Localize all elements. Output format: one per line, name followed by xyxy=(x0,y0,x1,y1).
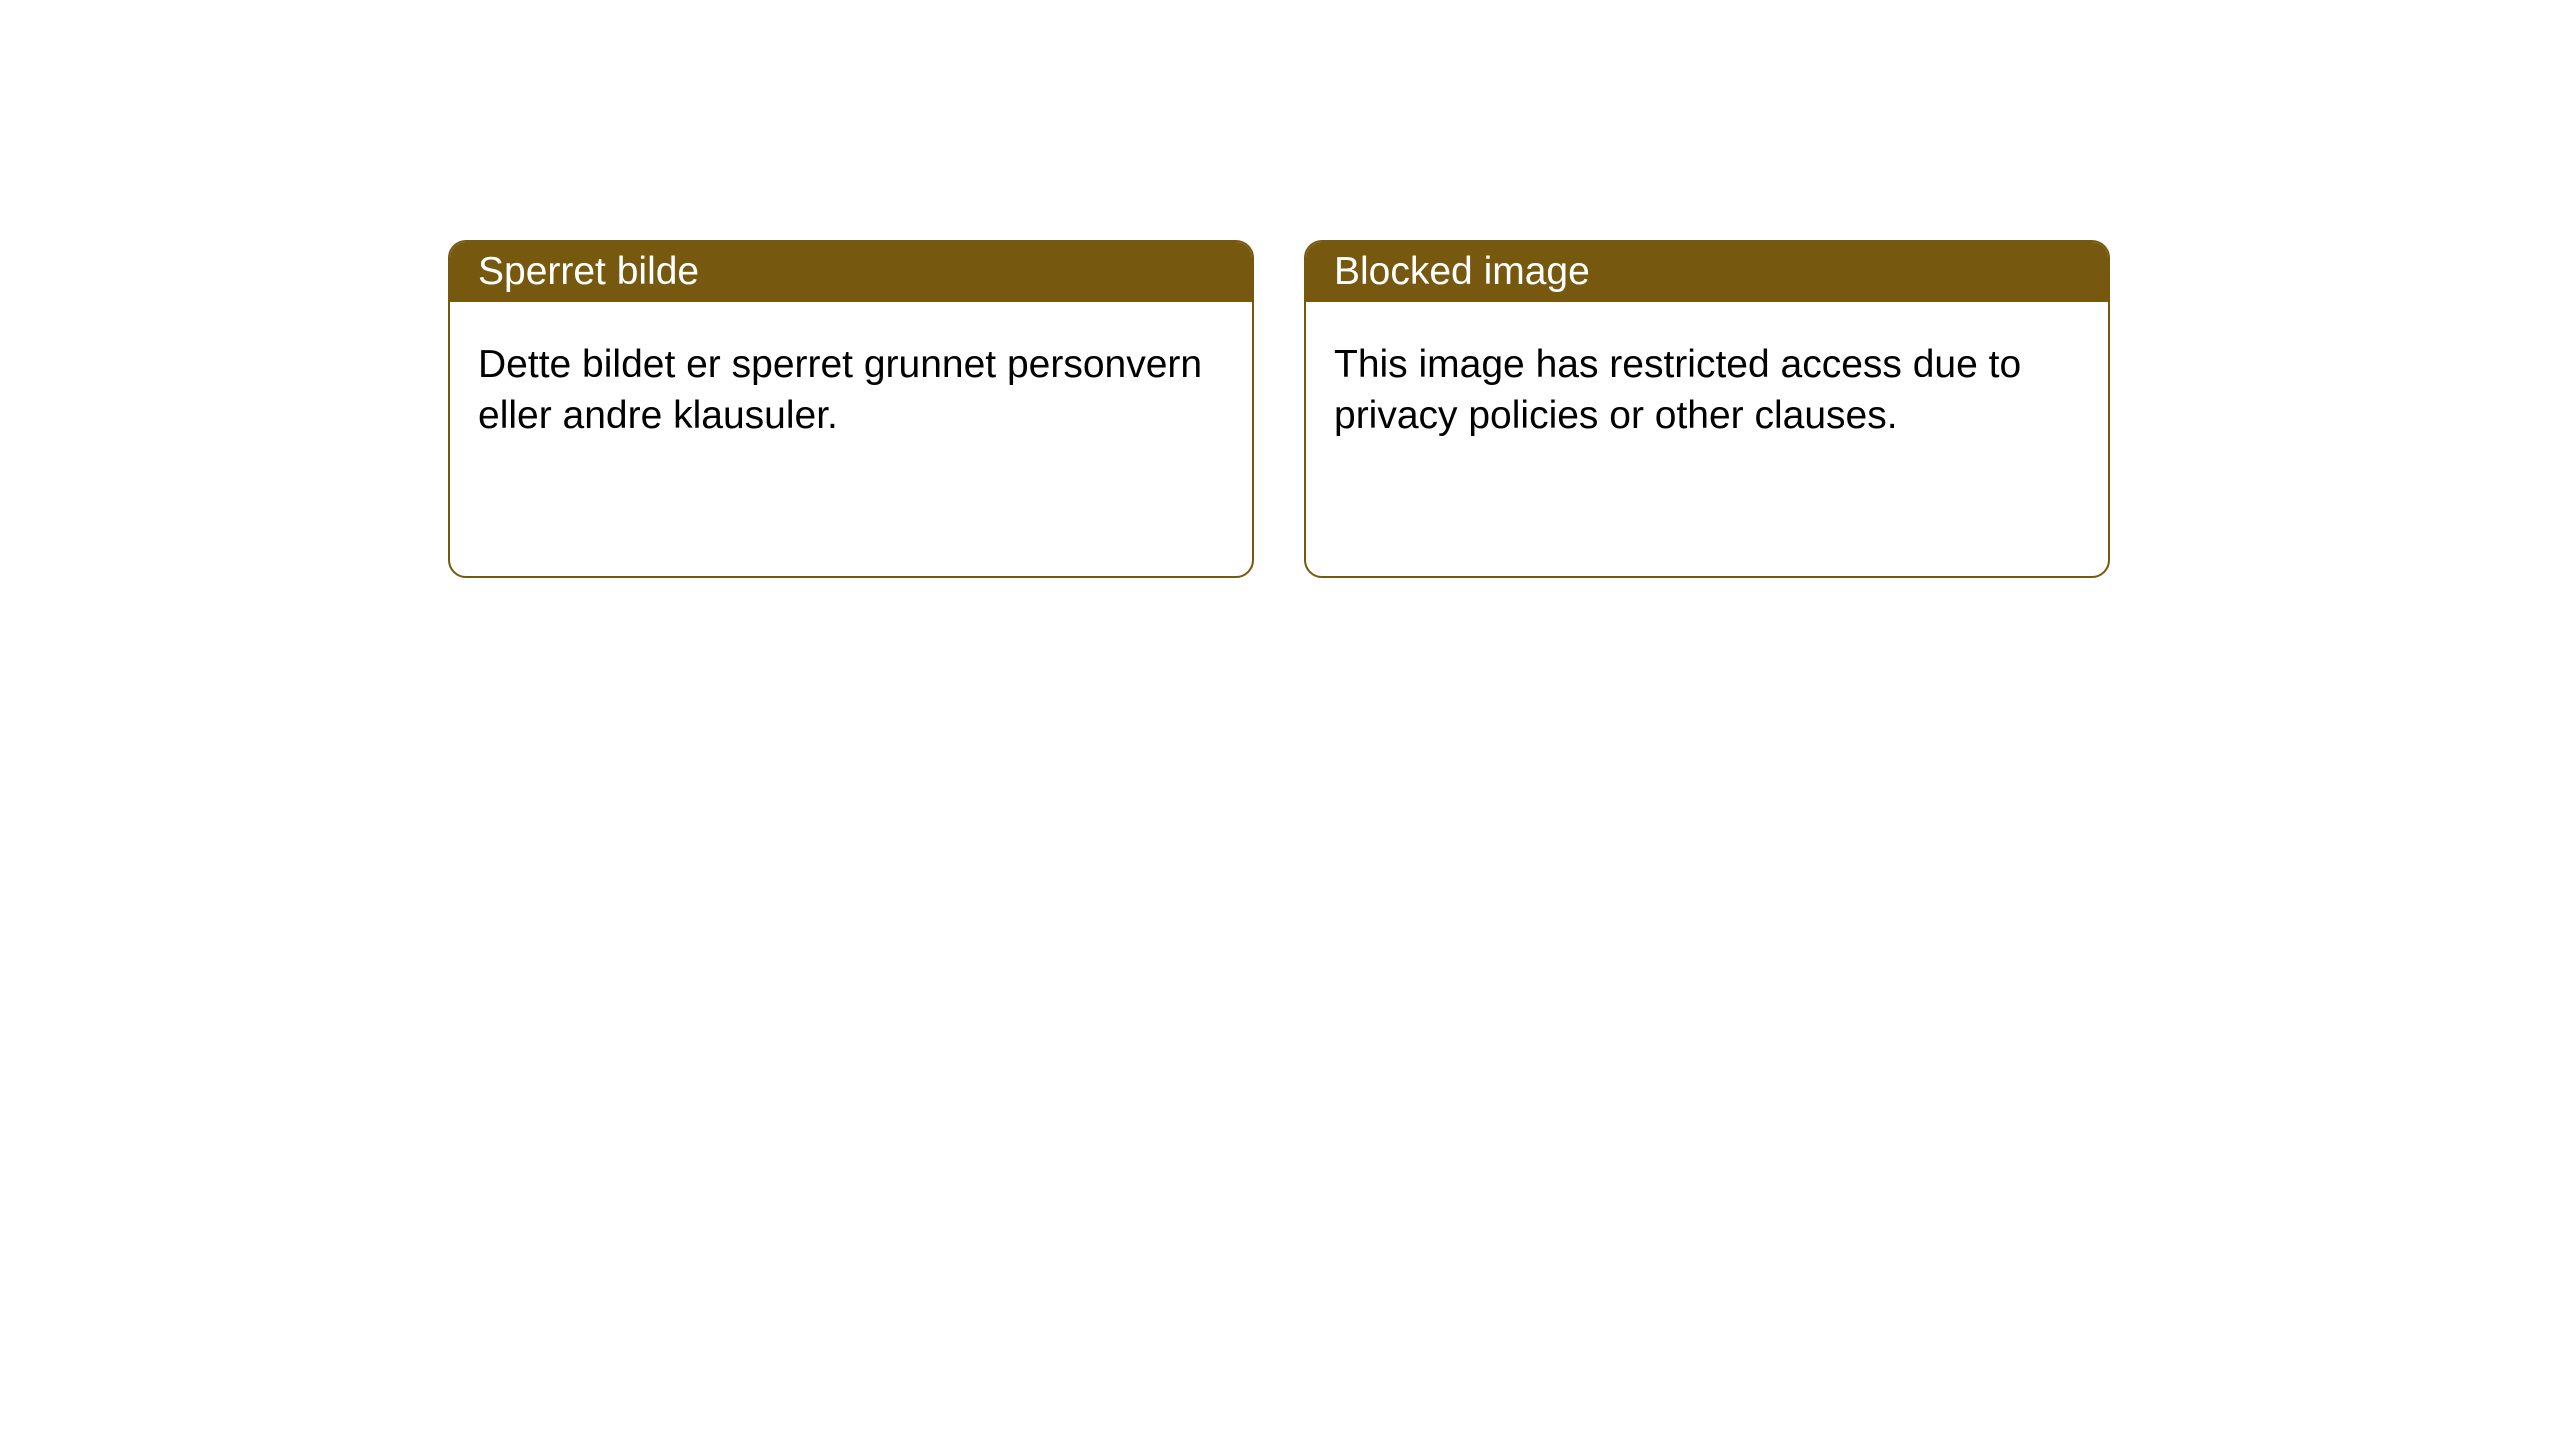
notice-card-norwegian: Sperret bilde Dette bildet er sperret gr… xyxy=(448,240,1254,578)
card-body: This image has restricted access due to … xyxy=(1306,302,2108,479)
card-title: Sperret bilde xyxy=(450,242,1252,302)
card-title: Blocked image xyxy=(1306,242,2108,302)
notice-card-english: Blocked image This image has restricted … xyxy=(1304,240,2110,578)
card-body: Dette bildet er sperret grunnet personve… xyxy=(450,302,1252,479)
notice-container: Sperret bilde Dette bildet er sperret gr… xyxy=(0,0,2560,578)
